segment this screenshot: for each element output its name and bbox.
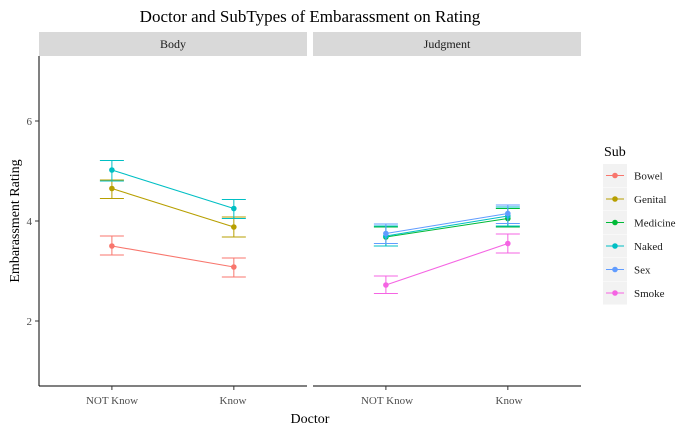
panel-judgment — [373, 204, 520, 390]
legend-label-sex: Sex — [634, 265, 651, 277]
y-tick-label-4: 4 — [27, 216, 33, 228]
data-point-judgment-smoke-1 — [505, 240, 511, 247]
series-line-body-bowel — [111, 245, 234, 268]
series-line-judgment-naked — [385, 215, 508, 237]
legend-label-medicine: Medicine — [634, 218, 676, 230]
legend-item-sex: Sex — [603, 258, 651, 281]
strip-label-judgment: Judgment — [424, 37, 471, 51]
x-tick-label-judgment-not-know: NOT Know — [361, 395, 413, 407]
legend-label-bowel: Bowel — [634, 171, 663, 183]
data-point-body-genital-0 — [109, 185, 115, 192]
legend-key-point — [612, 290, 618, 296]
legend-item-genital: Genital — [603, 187, 666, 211]
data-point-body-naked-1 — [231, 205, 237, 212]
data-point-judgment-sex-0 — [383, 230, 389, 237]
data-point-judgment-sex-1 — [505, 210, 511, 217]
legend-item-medicine: Medicine — [603, 211, 676, 234]
series-line-judgment-medicine — [385, 217, 508, 238]
legend-label-genital: Genital — [634, 194, 666, 206]
strip-judgment-background — [313, 32, 581, 56]
data-point-judgment-smoke-0 — [383, 282, 389, 288]
legend-key-point — [612, 219, 618, 226]
legend: Bowel Genital Medicine Naked Sex Smoke — [603, 164, 676, 305]
legend-item-bowel: Bowel — [603, 164, 663, 187]
data-point-body-bowel-1 — [231, 264, 237, 270]
y-tick-label-6: 6 — [27, 116, 33, 128]
legend-item-smoke: Smoke — [603, 281, 665, 305]
series-line-judgment-sex — [385, 212, 508, 235]
strip-body-background — [39, 32, 307, 56]
legend-label-smoke: Smoke — [634, 288, 665, 300]
y-tick-label-2: 2 — [27, 316, 33, 328]
x-tick-label-body-not-know: NOT Know — [86, 395, 138, 407]
legend-item-naked: Naked — [603, 234, 663, 258]
legend-key-point — [612, 243, 618, 249]
legend-title: Sub — [604, 145, 626, 160]
series-line-body-naked — [111, 169, 235, 210]
x-axis-title: Doctor — [291, 412, 330, 427]
legend-key-point — [612, 196, 618, 202]
x-tick-label-body-know: Know — [220, 395, 247, 407]
legend-key-point — [612, 266, 618, 273]
y-axis-title: Embarassment Rating — [8, 159, 23, 282]
legend-label-naked: Naked — [634, 241, 663, 253]
chart-title: Doctor and SubTypes of Embarassment on R… — [140, 7, 481, 26]
series-line-body-genital — [111, 187, 235, 228]
y-axis: 2 4 6 — [27, 116, 39, 328]
data-point-body-bowel-0 — [109, 243, 115, 249]
x-tick-label-judgment-know: Know — [496, 395, 523, 407]
strip-label-body: Body — [160, 37, 186, 51]
series-line-judgment-smoke — [385, 242, 509, 286]
legend-key-point — [612, 172, 618, 179]
data-point-body-genital-1 — [231, 224, 237, 230]
data-point-body-naked-0 — [109, 167, 115, 173]
panel-body — [99, 160, 246, 390]
